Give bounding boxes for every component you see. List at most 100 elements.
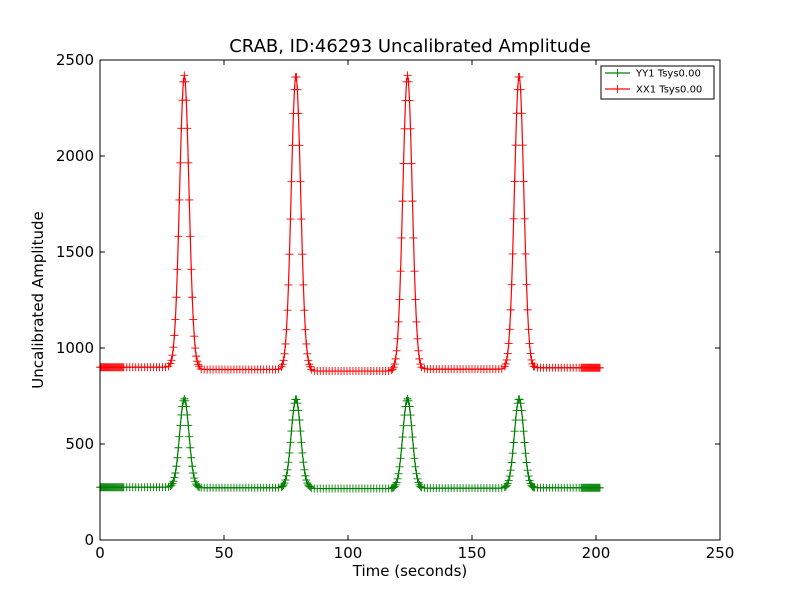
data-point: [502, 481, 511, 490]
data-point: [278, 482, 287, 491]
data-point: [408, 433, 417, 442]
plot-area: [96, 59, 721, 541]
data-point: [517, 406, 526, 415]
data-point: [189, 315, 198, 324]
data-point: [501, 359, 510, 368]
data-point: [407, 421, 416, 430]
data-point: [296, 177, 305, 186]
data-point: [410, 454, 419, 463]
data-point: [172, 462, 181, 471]
data-point: [522, 458, 531, 467]
data-point: [171, 469, 180, 478]
data-point: [306, 482, 315, 491]
data-point: [172, 293, 181, 302]
data-point: [520, 214, 529, 223]
data-point: [507, 280, 516, 289]
data-point: [292, 72, 301, 81]
data-point: [511, 416, 520, 425]
data-point: [505, 472, 514, 481]
data-point: [167, 481, 176, 490]
y-tick-label: 1000: [56, 339, 94, 357]
data-point: [168, 351, 177, 360]
data-point: [287, 427, 296, 436]
data-point: [413, 474, 422, 483]
data-point: [301, 471, 310, 480]
data-point: [189, 469, 198, 478]
data-point: [283, 306, 292, 315]
data-point: [511, 141, 520, 150]
data-point: [181, 396, 190, 405]
data-point: [284, 458, 293, 467]
x-tick-label: 200: [582, 544, 611, 562]
data-point: [502, 355, 511, 364]
legend-entries: YY1 Tsys0.00 XX1 Tsys0.00: [605, 69, 702, 96]
data-point: [300, 306, 309, 315]
y-axis-label: Uncalibrated Amplitude: [29, 211, 47, 388]
data-point: [390, 360, 399, 369]
data-point: [518, 416, 527, 425]
data-point: [287, 177, 296, 186]
data-point: [521, 449, 530, 458]
data-point: [185, 195, 194, 204]
data-point: [506, 305, 515, 314]
series-0: [96, 394, 604, 493]
data-point: [504, 476, 513, 485]
y-tick-label: 2500: [56, 51, 94, 69]
data-point: [388, 365, 397, 374]
data-point: [288, 416, 297, 425]
data-point: [300, 465, 309, 474]
data-point: [193, 481, 202, 490]
data-point: [174, 232, 183, 241]
x-tick-label: 150: [458, 544, 487, 562]
data-point: [395, 462, 404, 471]
data-point: [528, 482, 537, 491]
data-point: [288, 141, 297, 150]
data-point: [399, 421, 408, 430]
data-point: [181, 77, 190, 86]
data-point: [183, 410, 192, 419]
data-point: [414, 346, 423, 355]
data-point: [286, 215, 295, 224]
axes-background: [100, 60, 720, 540]
axes-frame: [99, 59, 721, 541]
data-point: [390, 482, 399, 491]
data-point: [510, 177, 519, 186]
x-tick-label: 250: [706, 544, 735, 562]
data-point: [405, 96, 414, 105]
data-point: [409, 444, 418, 453]
x-axis: 0 50 100 150 200 250: [95, 60, 734, 562]
data-point: [167, 356, 176, 365]
data-point: [187, 453, 196, 462]
data-point: [173, 453, 182, 462]
data-point: [393, 474, 402, 483]
data-point: [510, 427, 519, 436]
data-point: [523, 305, 532, 314]
data-point: [299, 280, 308, 289]
data-point: [292, 395, 301, 404]
data-point: [394, 317, 403, 326]
data-point: [192, 352, 201, 361]
data-point: [519, 427, 528, 436]
data-point: [507, 458, 516, 467]
data-point: [283, 465, 292, 474]
y-tick-label: 2000: [56, 147, 94, 165]
legend-frame: [600, 65, 715, 100]
data-point: [517, 109, 526, 118]
data-point: [182, 402, 191, 411]
data-point: [395, 295, 404, 304]
data-point: [524, 472, 533, 481]
data-point: [413, 334, 422, 343]
data-point: [294, 109, 303, 118]
data-point: [416, 360, 425, 369]
data-point: [296, 427, 305, 436]
data-point: [279, 356, 288, 365]
series-1: [96, 71, 604, 376]
data-point: [409, 233, 418, 242]
y-axis: 0 500 1000 1500 2000 2500: [56, 51, 720, 549]
data-point: [175, 195, 184, 204]
series-layer: [96, 71, 604, 493]
data-point: [187, 265, 196, 274]
data-point: [182, 96, 191, 105]
data-point: [279, 480, 288, 489]
data-point: [183, 124, 192, 133]
